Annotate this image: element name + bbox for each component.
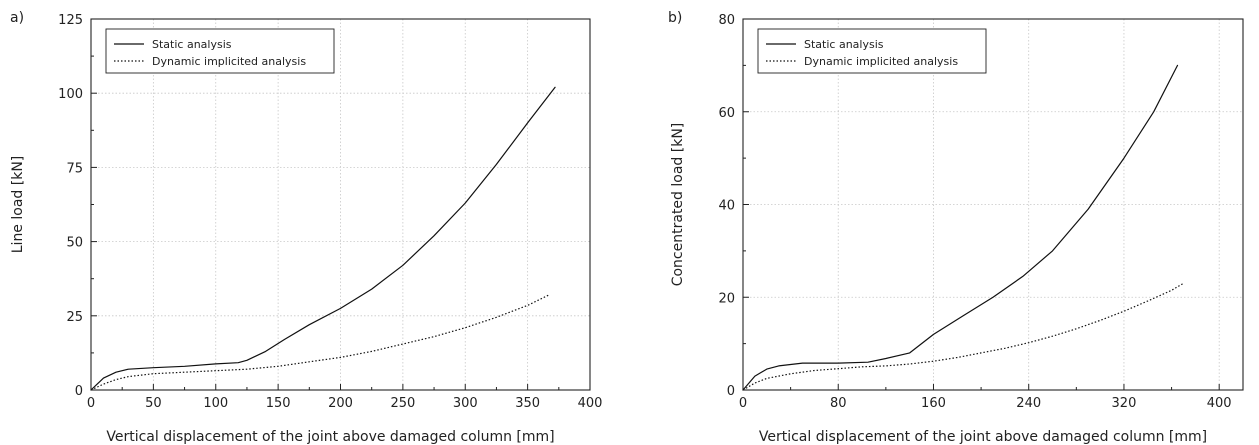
- panel-label: b): [668, 10, 682, 26]
- x-tick-label: 400: [578, 396, 603, 411]
- y-axis-title: Concentrated load [kN]: [670, 123, 686, 287]
- y-tick-label: 125: [58, 13, 83, 28]
- x-tick-label: 150: [266, 396, 291, 411]
- x-tick-label: 350: [515, 396, 540, 411]
- legend-entry: Static analysis: [804, 38, 884, 51]
- legend-entry: Static analysis: [152, 38, 232, 51]
- x-tick-label: 300: [453, 396, 478, 411]
- x-tick-label: 320: [1112, 396, 1137, 411]
- y-tick-label: 0: [727, 384, 735, 399]
- x-tick-label: 160: [921, 396, 946, 411]
- legend-entry: Dynamic implicited analysis: [152, 55, 306, 68]
- y-tick-label: 75: [66, 161, 83, 176]
- y-tick-label: 0: [75, 384, 83, 399]
- y-tick-label: 50: [66, 236, 83, 251]
- legend-box: [757, 28, 987, 74]
- chart-panel-b: 0 80 160 240 320 400 0 20 40 60 80 Vertical displac…: [668, 10, 1244, 445]
- x-tick-label: 0: [739, 396, 747, 411]
- dynamic-series-line: [742, 282, 1184, 391]
- y-axis-title: Line load [kN]: [10, 156, 26, 254]
- panel-label: a): [10, 10, 24, 26]
- x-tick-label: 250: [390, 396, 415, 411]
- legend-box: [105, 28, 335, 74]
- static-series-line: [742, 64, 1179, 391]
- x-tick-label: 400: [1207, 396, 1232, 411]
- x-tick-label: 200: [328, 396, 353, 411]
- x-tick-label: 50: [145, 396, 162, 411]
- x-tick-label: 100: [203, 396, 228, 411]
- x-tick-label: 240: [1016, 396, 1041, 411]
- x-tick-label: 0: [87, 396, 95, 411]
- y-tick-label: 25: [66, 310, 83, 325]
- legend-entry: Dynamic implicited analysis: [804, 55, 958, 68]
- y-tick-label: 80: [718, 13, 735, 28]
- y-tick-label: 100: [58, 87, 83, 102]
- chart-panel-a: 0 50 100 150 200 250 300 350 400 0 25 50 75 100 125 Ver…: [10, 10, 602, 445]
- x-axis-title: Vertical displacement of the joint above…: [106, 429, 554, 445]
- x-tick-label: 80: [830, 396, 847, 411]
- y-tick-label: 40: [718, 199, 735, 214]
- y-tick-label: 60: [718, 106, 735, 121]
- static-series-line: [90, 86, 556, 391]
- y-tick-label: 20: [718, 291, 735, 306]
- x-axis-title: Vertical displacement of the joint above…: [759, 429, 1207, 445]
